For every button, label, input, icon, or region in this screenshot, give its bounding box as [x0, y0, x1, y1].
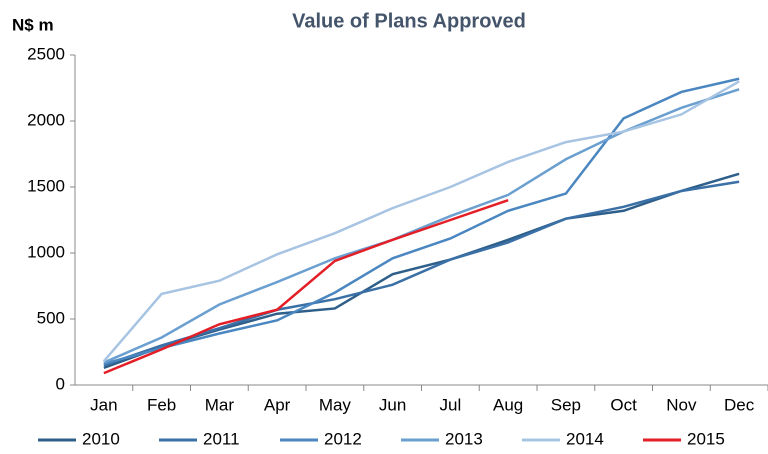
y-tick-label: 2000: [27, 110, 65, 129]
legend-label: 2015: [687, 429, 725, 448]
y-tick-label: 1000: [27, 242, 65, 261]
x-tick-label: Sep: [551, 395, 581, 414]
legend-label: 2013: [445, 429, 483, 448]
y-tick-label: 0: [56, 374, 65, 393]
x-tick-label: Dec: [724, 395, 755, 414]
y-axis-label: N$ m: [12, 15, 54, 34]
y-tick-label: 1500: [27, 176, 65, 195]
series-line: [103, 199, 509, 375]
x-tick-label: Nov: [666, 395, 697, 414]
legend-label: 2014: [566, 429, 604, 448]
x-tick-label: Feb: [147, 395, 176, 414]
x-tick-label: Apr: [264, 395, 291, 414]
y-tick-label: 2500: [27, 44, 65, 63]
series-line: [103, 77, 740, 366]
series-line: [103, 172, 740, 370]
legend-label: 2011: [203, 429, 240, 448]
x-tick-label: Mar: [205, 395, 235, 414]
x-tick-label: Jan: [90, 395, 117, 414]
x-tick-label: Oct: [610, 395, 637, 414]
legend-label: 2012: [324, 429, 362, 448]
x-tick-label: Aug: [493, 395, 523, 414]
legend-label: 2010: [82, 429, 120, 448]
x-tick-label: Jun: [379, 395, 406, 414]
series-line: [103, 180, 740, 367]
series-line: [102, 80, 740, 363]
y-tick-label: 500: [37, 308, 65, 327]
series-line: [103, 88, 740, 364]
x-tick-label: Jul: [440, 395, 462, 414]
x-tick-label: May: [319, 395, 352, 414]
chart-title: Value of Plans Approved: [292, 10, 526, 32]
